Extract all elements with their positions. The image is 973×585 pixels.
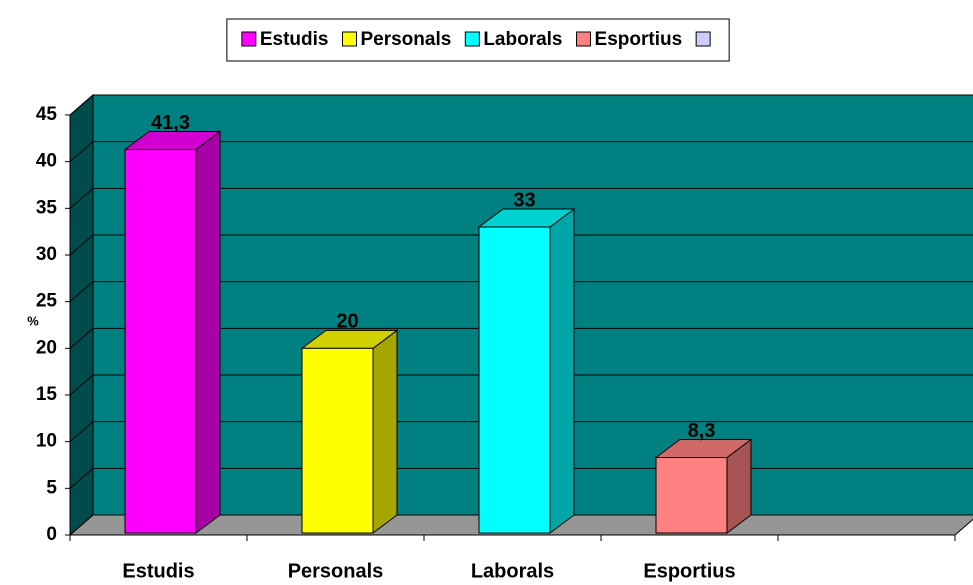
bar	[655, 457, 728, 534]
y-tick-label: 30	[36, 244, 57, 265]
grid-line	[69, 374, 94, 396]
legend-swatch	[341, 31, 357, 47]
legend-label: Personals	[360, 29, 451, 50]
legend-label: Laborals	[483, 29, 562, 50]
y-tick-label: 5	[46, 477, 57, 498]
grid-line	[69, 187, 94, 209]
x-tick-label: Esportius	[643, 560, 735, 582]
bar	[301, 347, 374, 534]
grid-line	[69, 421, 94, 443]
y-tick-label: 15	[36, 384, 58, 405]
legend-label: Estudis	[260, 29, 329, 50]
y-tick-label: 45	[36, 104, 58, 125]
y-tick-label: 25	[36, 291, 58, 312]
data-label: 8,3	[688, 420, 716, 442]
legend-label: Esportius	[595, 29, 683, 50]
y-tick-label: 40	[36, 151, 57, 172]
data-label: 41,3	[151, 112, 190, 134]
legend-swatch	[464, 31, 480, 47]
data-label: 20	[336, 311, 358, 333]
legend-swatch	[241, 31, 257, 47]
y-tick-label: 10	[36, 431, 57, 452]
grid-line	[69, 234, 94, 256]
y-tick-label: 0	[46, 524, 57, 545]
side-wall	[69, 93, 94, 537]
y-tick-label: 20	[36, 337, 57, 358]
y-tick-label: 35	[36, 197, 58, 218]
bar-side	[549, 208, 575, 534]
grid-line	[69, 327, 94, 349]
grid-line	[69, 467, 94, 489]
data-label: 33	[513, 189, 535, 211]
legend-swatch	[576, 31, 592, 47]
grid-line	[69, 281, 94, 303]
y-axis-label: %	[27, 313, 39, 328]
x-tick-label: Personals	[288, 560, 384, 582]
x-tick-label: Laborals	[471, 560, 554, 582]
grid-line	[69, 141, 94, 163]
bar-side	[195, 130, 221, 534]
grid-line	[69, 514, 94, 536]
bar-side	[372, 329, 398, 534]
grid-line	[69, 94, 94, 116]
x-tick-label: Estudis	[122, 560, 194, 582]
legend-swatch	[695, 31, 711, 47]
bar	[478, 226, 551, 534]
bar	[124, 149, 197, 534]
